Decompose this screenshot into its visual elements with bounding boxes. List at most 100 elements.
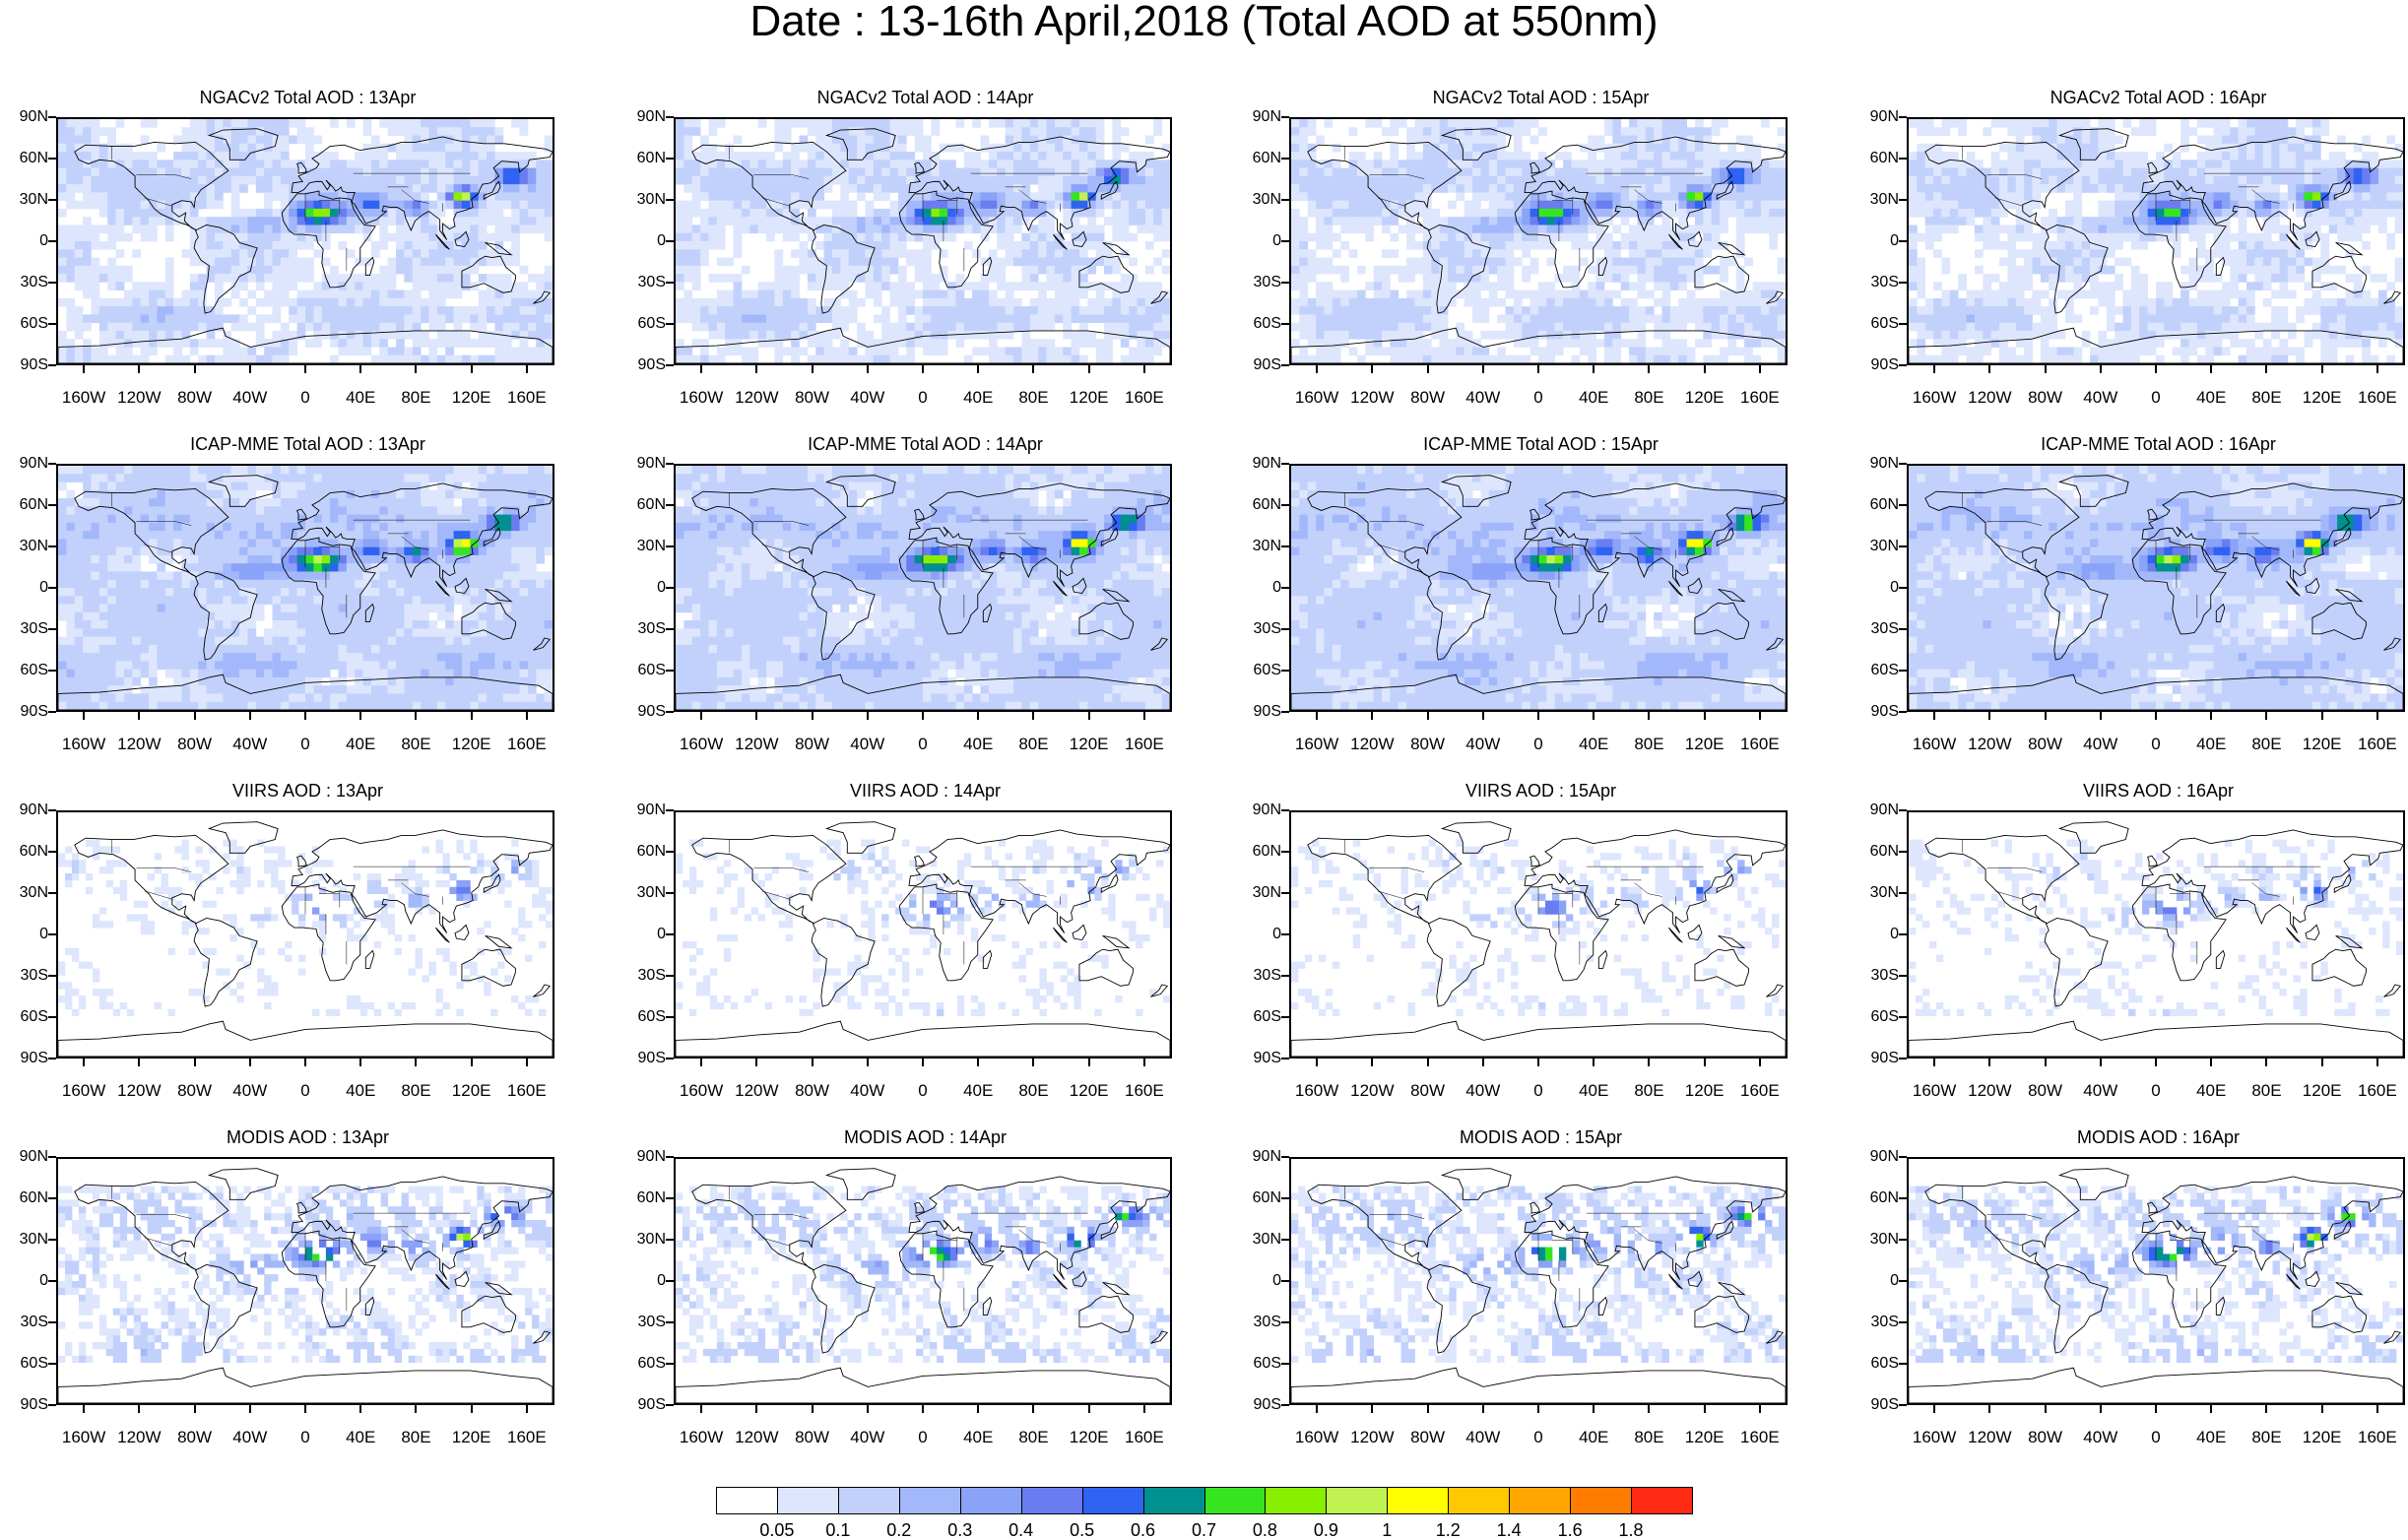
longitude-label: 40W bbox=[2083, 1082, 2117, 1099]
latitude-label: 90N bbox=[637, 456, 666, 472]
longitude-label: 80W bbox=[795, 1429, 829, 1445]
latitude-label: 60N bbox=[20, 151, 48, 166]
longitude-tick bbox=[1537, 365, 1539, 373]
colorbar-swatch bbox=[1448, 1487, 1510, 1514]
latitude-tick bbox=[48, 504, 56, 506]
longitude-label: 120W bbox=[735, 1082, 778, 1099]
longitude-tick bbox=[1648, 712, 1650, 720]
longitude-label: 40E bbox=[346, 389, 375, 406]
latitude-label: 30N bbox=[637, 1232, 666, 1248]
panel-title: VIIRS AOD : 13Apr bbox=[0, 782, 616, 800]
longitude-tick bbox=[1032, 1059, 1034, 1066]
longitude-label: 0 bbox=[2151, 389, 2160, 406]
latitude-label: 0 bbox=[657, 233, 666, 249]
latitude-tick bbox=[666, 809, 674, 811]
longitude-label: 120W bbox=[1968, 1429, 2011, 1445]
longitude-tick bbox=[1143, 1059, 1145, 1066]
panel-title: MODIS AOD : 14Apr bbox=[618, 1128, 1233, 1146]
longitude-label: 80W bbox=[795, 389, 829, 406]
colorbar-label: 0.1 bbox=[825, 1521, 850, 1539]
longitude-tick bbox=[1988, 1405, 1990, 1413]
panel-title: VIIRS AOD : 15Apr bbox=[1233, 782, 1849, 800]
aod-map bbox=[1909, 1159, 2403, 1403]
longitude-tick bbox=[194, 365, 196, 373]
map-frame bbox=[1289, 464, 1788, 712]
latitude-tick bbox=[666, 587, 674, 589]
longitude-label: 40W bbox=[1465, 389, 1500, 406]
latitude-tick bbox=[1899, 1363, 1907, 1365]
longitude-tick bbox=[2045, 1405, 2047, 1413]
latitude-tick bbox=[1281, 975, 1289, 977]
longitude-label: 120W bbox=[735, 736, 778, 752]
longitude-label: 160W bbox=[1913, 1429, 1956, 1445]
longitude-label: 120W bbox=[1350, 1429, 1394, 1445]
colorbar-label: 0.2 bbox=[886, 1521, 911, 1539]
longitude-tick bbox=[1482, 365, 1484, 373]
latitude-label: 60S bbox=[638, 1009, 666, 1025]
longitude-label: 160E bbox=[1125, 736, 1164, 752]
latitude-tick bbox=[1281, 1197, 1289, 1199]
latitude-label: 60N bbox=[637, 844, 666, 860]
longitude-label: 40E bbox=[963, 1082, 993, 1099]
longitude-tick bbox=[2376, 1059, 2378, 1066]
latitude-label: 30N bbox=[1253, 192, 1281, 208]
longitude-tick bbox=[194, 1405, 196, 1413]
latitude-label: 90N bbox=[1253, 802, 1281, 818]
longitude-tick bbox=[1088, 1405, 1090, 1413]
panel-title: NGACv2 Total AOD : 16Apr bbox=[1851, 89, 2408, 106]
colorbar-swatch bbox=[1265, 1487, 1327, 1514]
longitude-tick bbox=[2265, 365, 2267, 373]
longitude-label: 160E bbox=[1740, 1082, 1780, 1099]
longitude-label: 80E bbox=[2251, 389, 2281, 406]
colorbar-swatch bbox=[899, 1487, 961, 1514]
longitude-tick bbox=[1704, 365, 1706, 373]
latitude-label: 60N bbox=[637, 497, 666, 513]
latitude-label: 90N bbox=[1870, 802, 1899, 818]
latitude-tick bbox=[666, 1321, 674, 1323]
longitude-label: 0 bbox=[918, 1429, 927, 1445]
longitude-tick bbox=[1482, 712, 1484, 720]
latitude-tick bbox=[1899, 1321, 1907, 1323]
colorbar-swatch bbox=[716, 1487, 778, 1514]
longitude-tick bbox=[359, 1405, 361, 1413]
longitude-tick bbox=[1704, 712, 1706, 720]
latitude-tick bbox=[666, 199, 674, 201]
latitude-label: 60N bbox=[1253, 1190, 1281, 1206]
longitude-tick bbox=[867, 1059, 869, 1066]
latitude-tick bbox=[666, 1280, 674, 1282]
latitude-tick bbox=[48, 892, 56, 894]
latitude-label: 30S bbox=[1871, 275, 1899, 290]
longitude-tick bbox=[812, 1059, 814, 1066]
latitude-label: 30S bbox=[1871, 1315, 1899, 1330]
longitude-tick bbox=[1088, 712, 1090, 720]
longitude-label: 0 bbox=[2151, 736, 2160, 752]
longitude-label: 80E bbox=[1018, 736, 1048, 752]
longitude-label: 120W bbox=[117, 1082, 161, 1099]
latitude-tick bbox=[48, 1321, 56, 1323]
longitude-label: 0 bbox=[1533, 389, 1542, 406]
longitude-tick bbox=[1759, 1405, 1761, 1413]
longitude-tick bbox=[359, 365, 361, 373]
latitude-label: 30N bbox=[20, 192, 48, 208]
latitude-tick bbox=[1281, 158, 1289, 160]
colorbar-label: 1.4 bbox=[1497, 1521, 1522, 1539]
longitude-label: 80W bbox=[2028, 1082, 2062, 1099]
longitude-label: 160W bbox=[680, 736, 723, 752]
longitude-tick bbox=[2265, 1405, 2267, 1413]
latitude-tick bbox=[666, 323, 674, 325]
longitude-tick bbox=[1371, 712, 1373, 720]
longitude-label: 40W bbox=[850, 736, 884, 752]
panel-title: ICAP-MME Total AOD : 13Apr bbox=[0, 435, 616, 453]
longitude-label: 80W bbox=[795, 736, 829, 752]
longitude-label: 160W bbox=[1913, 389, 1956, 406]
longitude-tick bbox=[2376, 1405, 2378, 1413]
latitude-label: 0 bbox=[1272, 1273, 1281, 1289]
latitude-tick bbox=[48, 933, 56, 935]
latitude-label: 30S bbox=[21, 275, 48, 290]
longitude-label: 120E bbox=[1070, 389, 1109, 406]
longitude-tick bbox=[1427, 712, 1429, 720]
longitude-label: 120E bbox=[1685, 1082, 1725, 1099]
longitude-label: 160E bbox=[1740, 736, 1780, 752]
